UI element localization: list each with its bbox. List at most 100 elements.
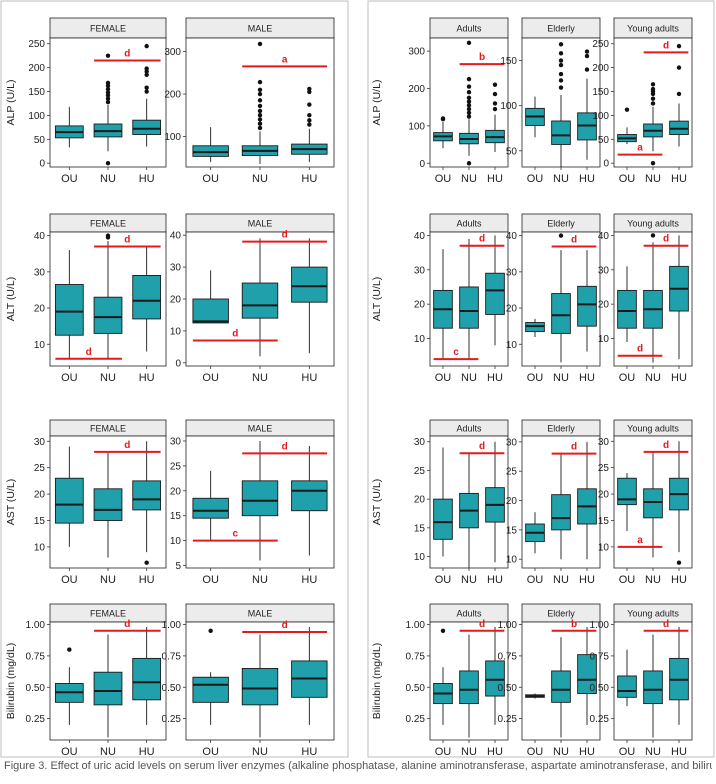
box-ou <box>54 446 84 547</box>
box-nu <box>93 634 123 738</box>
facet-title: Elderly <box>547 424 575 434</box>
box-iqr <box>577 654 597 695</box>
outlier-point <box>676 91 682 97</box>
x-tick-label: HU <box>671 574 687 586</box>
outlier-point <box>558 62 564 68</box>
x-tick-label: HU <box>301 574 317 586</box>
x-tick-label: HU <box>671 173 687 185</box>
significance-label: d <box>282 441 288 452</box>
outlier-point <box>105 233 111 238</box>
outlier-point <box>105 53 111 58</box>
y-tick-label: 250 <box>28 39 45 50</box>
facet-elderly: Elderly 50 100 150 OU NU HU <box>500 17 601 185</box>
y-tick-label: 250 <box>592 39 609 50</box>
significance-label: d <box>124 619 130 630</box>
y-tick-label: 100 <box>408 121 425 132</box>
box-iqr <box>485 660 505 697</box>
box-iqr <box>551 293 571 334</box>
y-tick-label: 0.50 <box>162 683 182 694</box>
outlier-point <box>492 82 498 87</box>
box-hu <box>669 441 689 565</box>
x-tick-label: NU <box>252 372 268 384</box>
x-tick-label: OU <box>61 173 78 185</box>
x-tick-label: OU <box>435 574 452 586</box>
box-iqr <box>192 676 229 703</box>
y-tick-label: 100 <box>164 132 181 143</box>
x-tick-label: NU <box>252 173 268 185</box>
x-tick-label: OU <box>202 574 219 586</box>
outlier-point <box>558 42 564 47</box>
box-iqr <box>93 671 123 706</box>
y-tick-label: 10 <box>170 536 182 547</box>
facet-adults: Adults 10 15 20 25 30 OU NU HU d <box>414 419 509 586</box>
chart-alt-by-sex: ALT (U/L) FEMALE 10 20 30 40 OU NU HU d d MALE 0 10 20… <box>5 213 335 384</box>
y-tick-label: 0 <box>603 159 609 170</box>
x-tick-label: OU <box>527 746 544 758</box>
box-ou <box>192 127 229 162</box>
y-tick-label: 40 <box>34 231 46 242</box>
outlier-point <box>466 84 472 89</box>
y-tick-label: 20 <box>34 304 46 315</box>
outlier-point <box>257 125 263 131</box>
y-tick-label: 0.75 <box>498 651 518 662</box>
facet-adults: Adults 0.25 0.50 0.75 1.00 OU NU HU d <box>406 603 509 758</box>
box-nu <box>93 451 123 558</box>
outlier-point <box>584 53 590 59</box>
outlier-point <box>558 51 564 56</box>
outlier-point <box>257 103 263 109</box>
box-nu <box>643 634 663 738</box>
box-nu <box>551 233 571 363</box>
facet-title: MALE <box>248 24 273 34</box>
outlier-point <box>466 106 472 112</box>
significance-label: d <box>663 40 669 51</box>
y-tick-label: 0.75 <box>162 651 182 662</box>
facet-female: FEMALE 10 15 20 25 30 OU NU HU d <box>34 419 167 586</box>
y-axis-title: Bilirubin (mg/dL) <box>5 643 17 719</box>
x-tick-label: OU <box>61 746 78 758</box>
y-tick-label: 0.50 <box>590 683 610 694</box>
outlier-point <box>105 99 111 105</box>
y-tick-label: 15 <box>34 516 46 527</box>
y-tick-label: 0.25 <box>26 714 46 725</box>
box-nu <box>551 637 571 738</box>
outlier-point <box>257 79 263 85</box>
facet-title: Young adults <box>627 424 679 434</box>
box-ou <box>525 318 545 338</box>
x-tick-label: NU <box>100 574 116 586</box>
y-tick-label: 20 <box>170 486 182 497</box>
x-tick-label: HU <box>671 746 687 758</box>
facet-male: MALE 0.25 0.50 0.75 1.00 OU NU HU d <box>162 603 335 758</box>
box-nu <box>551 453 571 560</box>
box-iqr <box>459 286 479 329</box>
outlier-point <box>466 99 472 104</box>
facet-title: Elderly <box>547 24 575 34</box>
x-tick-label: OU <box>435 372 452 384</box>
box-hu <box>485 235 505 346</box>
box-iqr <box>93 296 123 334</box>
y-tick-label: 30 <box>506 437 518 448</box>
significance-label: d <box>663 619 669 630</box>
x-tick-label: HU <box>139 574 155 586</box>
y-tick-label: 40 <box>414 231 426 242</box>
outlier-point <box>105 90 111 95</box>
x-tick-label: OU <box>202 173 219 185</box>
y-tick-label: 15 <box>414 523 426 534</box>
outlier-point <box>558 85 564 90</box>
x-tick-label: OU <box>619 173 636 185</box>
box-hu <box>669 43 689 147</box>
outlier-point <box>466 90 472 95</box>
box-iqr <box>291 266 328 303</box>
box-iqr <box>241 667 279 706</box>
y-tick-label: 15 <box>506 525 518 536</box>
y-tick-label: 20 <box>598 490 610 501</box>
box-iqr <box>192 497 229 519</box>
x-tick-label: NU <box>553 372 569 384</box>
facet-young-adults: Young adults 10 20 30 40 OU NU HU d d <box>598 213 693 384</box>
x-tick-label: HU <box>301 372 317 384</box>
box-ou <box>192 470 229 541</box>
facet-title: Adults <box>456 609 482 619</box>
x-tick-label: OU <box>435 746 452 758</box>
facet-title: Adults <box>456 24 482 34</box>
facet-elderly: Elderly 0.25 0.50 0.75 1.00 OU NU HU b <box>498 603 601 758</box>
box-hu <box>291 627 328 725</box>
